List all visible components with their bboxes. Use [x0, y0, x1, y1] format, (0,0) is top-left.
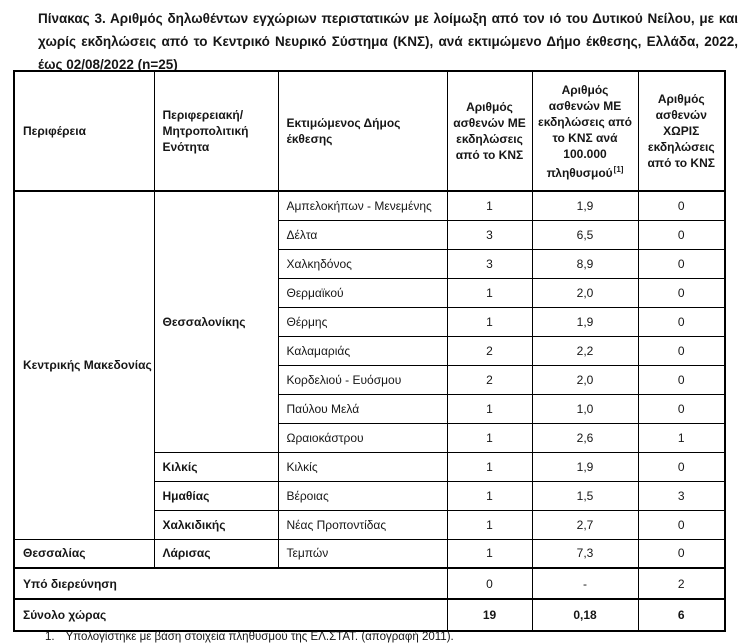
cell-per100k: 2,2 [531, 335, 639, 366]
cell-with-cns: 0 [446, 567, 533, 600]
cell-with-cns: 1 [446, 190, 533, 221]
cell-with-cns: 1 [446, 509, 533, 540]
header-row: Περιφέρεια Περιφερειακή/ Μητροπολιτική Ε… [13, 70, 726, 192]
cell-unit-kilkis: Κιλκίς [153, 451, 279, 482]
cell-without-cns: 0 [637, 248, 726, 279]
cell-municipality: Κορδελιού - Ευόσμου [277, 364, 448, 395]
header-region: Περιφέρεια [13, 70, 155, 192]
cell-with-cns: 1 [446, 422, 533, 453]
cell-region-thessaly: Θεσσαλίας [13, 538, 155, 569]
cell-per100k: 6,5 [531, 219, 639, 250]
footnote: 1. Υπολογίστηκε με βάση στοιχεία πληθυσμ… [45, 631, 454, 643]
cell-without-cns: 0 [637, 364, 726, 395]
cell-without-cns: 0 [637, 393, 726, 424]
cell-without-cns: 0 [637, 451, 726, 482]
table-caption: Πίνακας 3. Αριθμός δηλωθέντων εγχώριων π… [38, 11, 738, 72]
cell-country-total-label: Σύνολο χώρας [13, 598, 448, 632]
footnote-text: Υπολογίστηκε με βάση στοιχεία πληθυσμού … [65, 631, 454, 643]
cell-municipality: Τεμπών [277, 538, 448, 569]
cell-without-cns: 0 [637, 509, 726, 540]
cell-region-central-macedonia: Κεντρικής Μακεδονίας [13, 190, 155, 540]
cell-municipality: Κιλκίς [277, 451, 448, 482]
cell-per100k: 1,9 [531, 190, 639, 221]
data-table: Περιφέρεια Περιφερειακή/ Μητροπολιτική Ε… [13, 70, 726, 632]
cell-without-cns: 0 [637, 219, 726, 250]
cell-per100k: 2,6 [531, 422, 639, 453]
cell-without-cns: 2 [637, 567, 726, 600]
cell-without-cns: 3 [637, 480, 726, 511]
under-investigation-row: Υπό διερεύνηση 0 - 2 [13, 567, 726, 600]
cell-without-cns: 0 [637, 538, 726, 569]
header-per100k-label: Αριθμός ασθενών ΜΕ εκδηλώσεις από το ΚΝΣ… [537, 82, 634, 181]
cell-municipality: Παύλου Μελά [277, 393, 448, 424]
cell-municipality: Καλαμαριάς [277, 335, 448, 366]
cell-per100k: 1,9 [531, 306, 639, 337]
cell-with-cns: 1 [446, 393, 533, 424]
cell-per100k: 2,7 [531, 509, 639, 540]
table-row: Θεσσαλίας Λάρισας Τεμπών 1 7,3 0 [13, 538, 726, 569]
cell-municipality: Δέλτα [277, 219, 448, 250]
cell-per100k: - [531, 567, 639, 600]
footnote-marker: 1. [45, 631, 55, 643]
cell-with-cns: 1 [446, 538, 533, 569]
cell-without-cns: 0 [637, 335, 726, 366]
cell-municipality: Θερμαϊκού [277, 277, 448, 308]
cell-municipality: Θέρμης [277, 306, 448, 337]
cell-per100k: 8,9 [531, 248, 639, 279]
cell-municipality: Αμπελοκήπων - Μενεμένης [277, 190, 448, 221]
cell-per100k: 1,5 [531, 480, 639, 511]
cell-with-cns: 3 [446, 248, 533, 279]
table-row: Παύλου Μελά 1 1,0 0 [14, 393, 726, 424]
cell-per100k: 1,9 [531, 451, 639, 482]
cell-without-cns: 0 [637, 277, 726, 308]
cell-without-cns: 1 [637, 422, 726, 453]
cell-with-cns: 1 [446, 277, 533, 308]
table-row: Χαλκιδικής Νέας Προποντίδας 1 2,7 0 [14, 509, 726, 540]
cell-with-cns: 2 [446, 335, 533, 366]
cell-with-cns: 3 [446, 219, 533, 250]
cell-with-cns: 19 [446, 598, 533, 632]
cell-under-investigation-label: Υπό διερεύνηση [13, 567, 448, 600]
cell-per100k: 0,18 [531, 598, 639, 632]
cell-without-cns: 0 [637, 190, 726, 221]
header-per100k: Αριθμός ασθενών ΜΕ εκδηλώσεις από το ΚΝΣ… [531, 70, 639, 192]
header-without-cns: Αριθμός ασθενών ΧΩΡΙΣ εκδηλώσεις από το … [637, 70, 726, 192]
cell-municipality: Νέας Προποντίδας [277, 509, 448, 540]
cell-with-cns: 1 [446, 480, 533, 511]
cell-municipality: Βέροιας [277, 480, 448, 511]
cell-without-cns: 0 [637, 306, 726, 337]
table-row: Κορδελιού - Ευόσμου 2 2,0 0 [14, 364, 726, 395]
header-with-cns: Αριθμός ασθενών ΜΕ εκδηλώσεις από το ΚΝΣ [446, 70, 533, 192]
table-row: Θερμαϊκού 1 2,0 0 [14, 277, 726, 308]
cell-municipality: Ωραιοκάστρου [277, 422, 448, 453]
header-with-cns-label: Αριθμός ασθενών ΜΕ εκδηλώσεις από το ΚΝΣ [453, 100, 526, 162]
cell-with-cns: 1 [446, 306, 533, 337]
table-row: Χαλκηδόνος 3 8,9 0 [14, 248, 726, 279]
header-unit: Περιφερειακή/ Μητροπολιτική Ενότητα [153, 70, 279, 192]
header-municipality-label: Εκτιμώμενος Δήμος έκθεσης [286, 116, 401, 146]
country-total-row: Σύνολο χώρας 19 0,18 6 [13, 598, 726, 632]
cell-per100k: 2,0 [531, 277, 639, 308]
cell-with-cns: 1 [446, 451, 533, 482]
header-per100k-text: Αριθμός ασθενών ΜΕ εκδηλώσεις από το ΚΝΣ… [538, 82, 632, 180]
table-row: Καλαμαριάς 2 2,2 0 [14, 335, 726, 366]
header-without-cns-label: Αριθμός ασθενών ΧΩΡΙΣ εκδηλώσεις από το … [647, 92, 715, 170]
cell-per100k: 2,0 [531, 364, 639, 395]
cell-per100k: 7,3 [531, 538, 639, 569]
table-row: Κεντρικής Μακεδονίας Θεσσαλονίκης Αμπελο… [13, 190, 726, 540]
header-municipality: Εκτιμώμενος Δήμος έκθεσης [277, 70, 448, 192]
cell-per100k: 1,0 [531, 393, 639, 424]
table-row: Ημαθίας Βέροιας 1 1,5 3 [14, 480, 726, 511]
cell-unit-chalkidiki: Χαλκιδικής [153, 509, 279, 540]
table-row: Θέρμης 1 1,9 0 [14, 306, 726, 337]
cell-unit-larissa: Λάρισας [153, 538, 279, 569]
cell-with-cns: 2 [446, 364, 533, 395]
cell-unit-imathia: Ημαθίας [153, 480, 279, 511]
table-row: Κιλκίς Κιλκίς 1 1,9 0 [14, 451, 726, 482]
cell-without-cns: 6 [637, 598, 726, 632]
cell-unit-thessaloniki: Θεσσαλονίκης [153, 190, 279, 453]
cell-municipality: Χαλκηδόνος [277, 248, 448, 279]
footnote-ref-icon: [1] [613, 164, 624, 174]
